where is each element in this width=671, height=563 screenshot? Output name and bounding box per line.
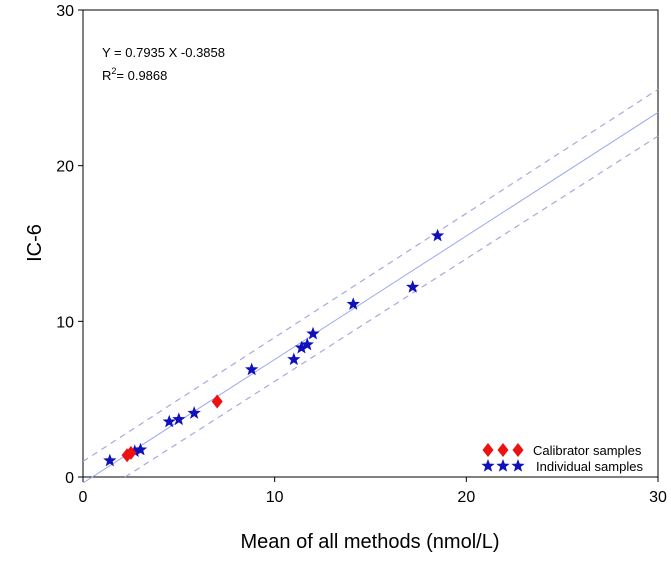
legend-individual-label: Individual samples bbox=[536, 459, 643, 474]
individual-sample-point-14 bbox=[430, 228, 445, 242]
legend-star-icon-3 bbox=[511, 459, 525, 472]
legend: Calibrator samples Individual samples bbox=[481, 443, 643, 474]
calibrator-sample-point-2 bbox=[125, 445, 137, 460]
individual-sample-point-13 bbox=[406, 280, 420, 293]
individual-sample-point-6 bbox=[187, 406, 201, 419]
legend-individual-markers bbox=[481, 459, 525, 472]
individual-sample-point-5 bbox=[172, 412, 186, 426]
equation-annotation: Y = 0.7935 X -0.3858 bbox=[102, 45, 225, 60]
y-tick-label-20: 20 bbox=[56, 159, 74, 176]
individual-sample-point-11 bbox=[306, 326, 320, 340]
legend-star-icon-2 bbox=[496, 459, 510, 472]
y-tick-label-0: 0 bbox=[65, 470, 74, 487]
r2-superscript: 2 bbox=[111, 66, 116, 76]
x-tick-label-0: 0 bbox=[79, 489, 88, 506]
individual-sample-point-1 bbox=[103, 453, 117, 467]
individual-sample-point-9 bbox=[294, 340, 309, 354]
individual-sample-point-4 bbox=[162, 414, 176, 428]
legend-star-icon-1 bbox=[481, 459, 495, 472]
legend-diamond-icon-3 bbox=[512, 443, 524, 457]
regression-line bbox=[82, 112, 659, 484]
legend-calibrator-label: Calibrator samples bbox=[533, 443, 642, 458]
confidence-bands bbox=[82, 88, 659, 478]
calibrator-sample-point-3 bbox=[211, 394, 223, 409]
r-squared-annotation: R2= 0.9868 bbox=[102, 66, 167, 83]
legend-calibrator-markers bbox=[482, 443, 524, 457]
legend-diamond-icon-1 bbox=[482, 443, 494, 457]
legend-diamond-icon-2 bbox=[497, 443, 509, 457]
band-line-1 bbox=[82, 88, 659, 462]
band-line-2 bbox=[124, 135, 659, 478]
y-tick-label-10: 10 bbox=[56, 314, 74, 331]
individual-sample-point-8 bbox=[287, 352, 301, 366]
plot-frame bbox=[82, 9, 659, 478]
r2-prefix: R bbox=[102, 68, 111, 83]
individual-sample-point-12 bbox=[346, 297, 360, 310]
x-tick-label-30: 30 bbox=[649, 489, 667, 506]
y-axis-label: IC-6 bbox=[24, 224, 46, 262]
fit-line bbox=[82, 112, 659, 484]
x-tick-label-20: 20 bbox=[457, 489, 475, 506]
individual-sample-point-3 bbox=[133, 442, 148, 456]
axis-ticks: 0 10 20 30 0 10 20 30 bbox=[56, 3, 667, 506]
individual-sample-point-2 bbox=[128, 444, 142, 457]
r2-value: = 0.9868 bbox=[116, 68, 167, 83]
x-axis-label: Mean of all methods (nmol/L) bbox=[240, 531, 499, 553]
y-tick-label-30: 30 bbox=[56, 3, 74, 20]
individual-sample-point-10 bbox=[300, 337, 314, 351]
individual-sample-point-7 bbox=[245, 362, 259, 376]
x-tick-label-10: 10 bbox=[266, 489, 284, 506]
data-points bbox=[103, 228, 445, 467]
